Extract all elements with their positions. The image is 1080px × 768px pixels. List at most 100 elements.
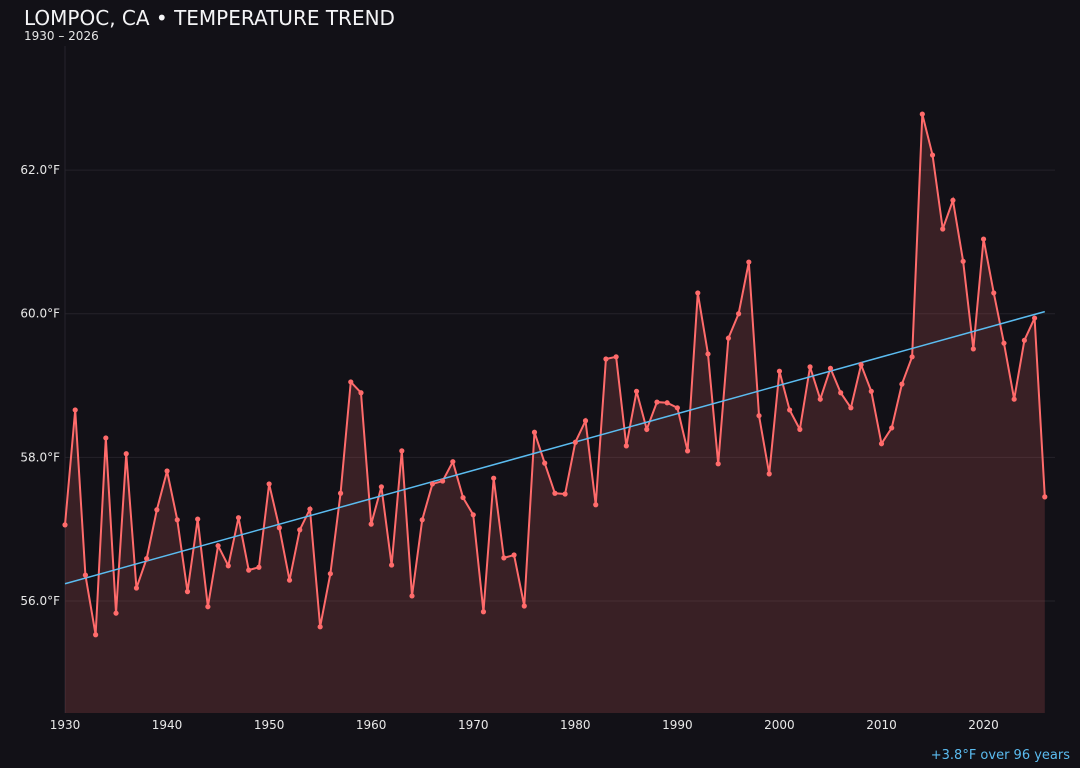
x-tick-label: 1940 (152, 718, 183, 732)
data-point (674, 405, 680, 411)
data-point (93, 632, 99, 638)
trend-annotation: +3.8°F over 96 years (930, 748, 1070, 763)
x-tick-label: 1990 (662, 718, 693, 732)
data-point (807, 364, 813, 370)
data-point (562, 491, 568, 497)
data-point (960, 258, 966, 264)
data-point (307, 506, 313, 512)
data-point (480, 609, 487, 615)
data-point (378, 484, 384, 490)
data-point (756, 413, 762, 419)
data-point (654, 399, 660, 405)
data-point (950, 197, 956, 203)
data-point (613, 354, 619, 360)
data-point (225, 563, 231, 569)
data-point (531, 429, 538, 435)
data-point (797, 426, 803, 432)
data-point (684, 448, 691, 454)
data-point (603, 356, 609, 362)
data-point (266, 481, 272, 487)
x-tick-label: 2010 (866, 718, 897, 732)
y-tick-label: 56.0°F (20, 594, 60, 608)
data-point (450, 459, 456, 465)
data-point (205, 604, 211, 610)
data-point (817, 396, 823, 402)
data-point (552, 490, 558, 496)
data-point (103, 435, 109, 441)
chart-title: LOMPOC, CA • TEMPERATURE TREND (24, 6, 395, 30)
data-point (980, 236, 987, 242)
data-point (542, 460, 548, 466)
data-point (164, 468, 170, 474)
data-point (899, 381, 905, 387)
data-point (399, 448, 405, 454)
data-point (440, 478, 446, 484)
trend-line (64, 310, 1045, 585)
data-point (889, 425, 895, 431)
data-point (848, 405, 854, 411)
data-point (991, 290, 997, 296)
data-point (348, 379, 354, 385)
y-tick-label: 58.0°F (20, 450, 60, 464)
y-tick-label: 62.0°F (20, 163, 60, 177)
data-point (838, 390, 844, 396)
data-point (511, 552, 517, 558)
data-point (82, 572, 89, 578)
data-point (521, 603, 527, 609)
data-point (113, 610, 119, 616)
x-tick-label: 1970 (458, 718, 489, 732)
data-point (327, 571, 333, 577)
data-point (184, 589, 191, 595)
data-point (195, 516, 201, 522)
y-tick-label: 60.0°F (20, 307, 60, 321)
x-tick-label: 1950 (254, 718, 285, 732)
data-point (827, 365, 834, 371)
x-tick-label: 2000 (764, 718, 795, 732)
data-point (62, 522, 68, 528)
data-point (736, 311, 742, 317)
data-point (491, 475, 497, 481)
data-point (633, 388, 640, 394)
series-area (65, 114, 1045, 714)
chart-subtitle: 1930 – 2026 (24, 29, 99, 43)
data-point (419, 517, 425, 523)
data-point (460, 494, 466, 501)
data-point (235, 515, 242, 521)
data-point (970, 346, 976, 352)
data-point (644, 426, 650, 432)
x-tick-label: 1930 (50, 718, 81, 732)
data-point (154, 507, 160, 513)
data-point (929, 152, 936, 158)
data-point (144, 556, 150, 562)
data-point (409, 593, 415, 599)
data-point (174, 517, 180, 523)
data-point (582, 418, 589, 424)
data-point (868, 388, 874, 394)
data-point (358, 390, 364, 396)
data-point (368, 521, 374, 527)
data-point (695, 290, 701, 296)
data-point (123, 451, 129, 457)
data-point (215, 543, 221, 549)
data-point (593, 502, 599, 508)
data-point (388, 562, 395, 568)
data-point (715, 461, 721, 467)
data-point (766, 471, 772, 477)
data-point (429, 481, 436, 487)
data-point (572, 439, 578, 445)
x-tick-label: 2020 (968, 718, 999, 732)
data-point (297, 527, 303, 533)
data-point (276, 525, 282, 531)
data-point (256, 564, 262, 570)
data-point (787, 407, 793, 413)
data-point (501, 555, 507, 561)
data-point (1031, 315, 1038, 321)
data-point (725, 335, 732, 341)
data-point (1001, 340, 1007, 346)
data-point (858, 362, 864, 368)
data-point (664, 400, 670, 406)
data-point (940, 226, 946, 232)
data-point (705, 351, 711, 357)
x-tick-label: 1960 (356, 718, 387, 732)
